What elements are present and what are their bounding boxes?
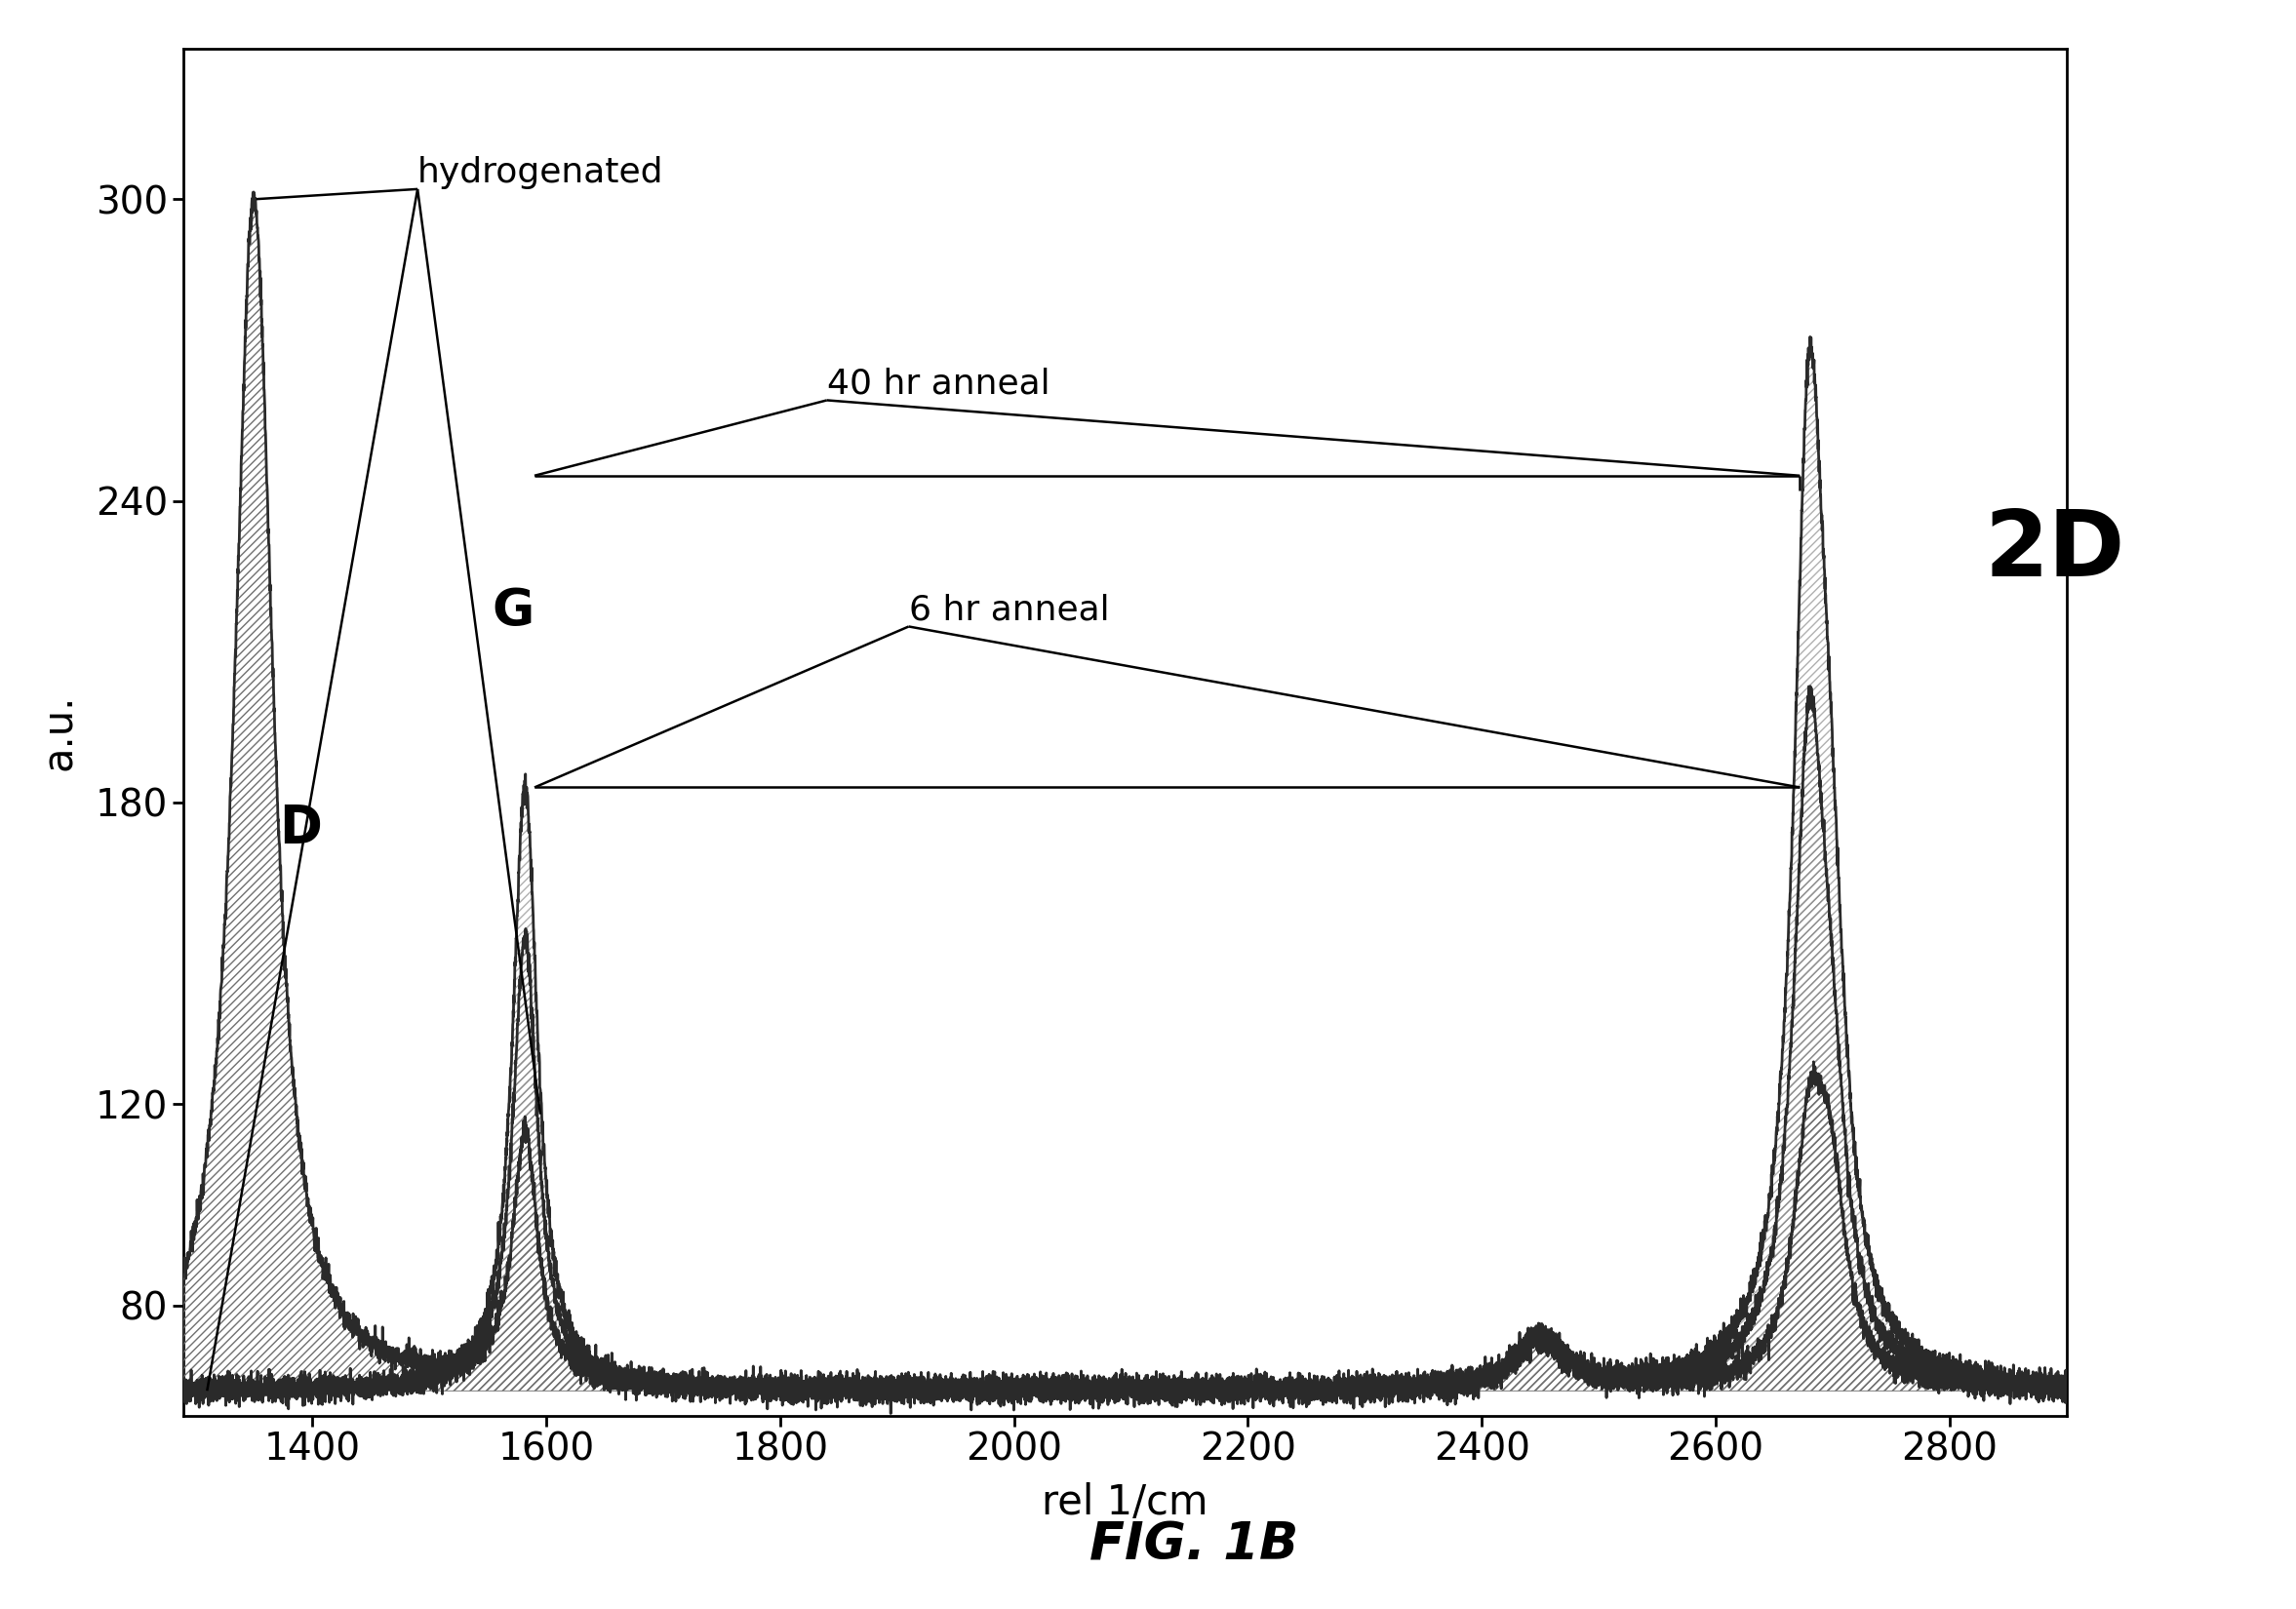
- Text: FIG. 1B: FIG. 1B: [1088, 1519, 1300, 1570]
- Text: 2D: 2D: [1984, 507, 2126, 595]
- X-axis label: rel 1/cm: rel 1/cm: [1042, 1482, 1208, 1524]
- Text: D: D: [280, 803, 321, 853]
- Text: 6 hr anneal: 6 hr anneal: [909, 594, 1109, 626]
- Text: 40 hr anneal: 40 hr anneal: [827, 367, 1049, 401]
- Y-axis label: a.u.: a.u.: [39, 693, 80, 771]
- Text: G: G: [491, 586, 535, 637]
- Text: hydrogenated: hydrogenated: [418, 156, 664, 190]
